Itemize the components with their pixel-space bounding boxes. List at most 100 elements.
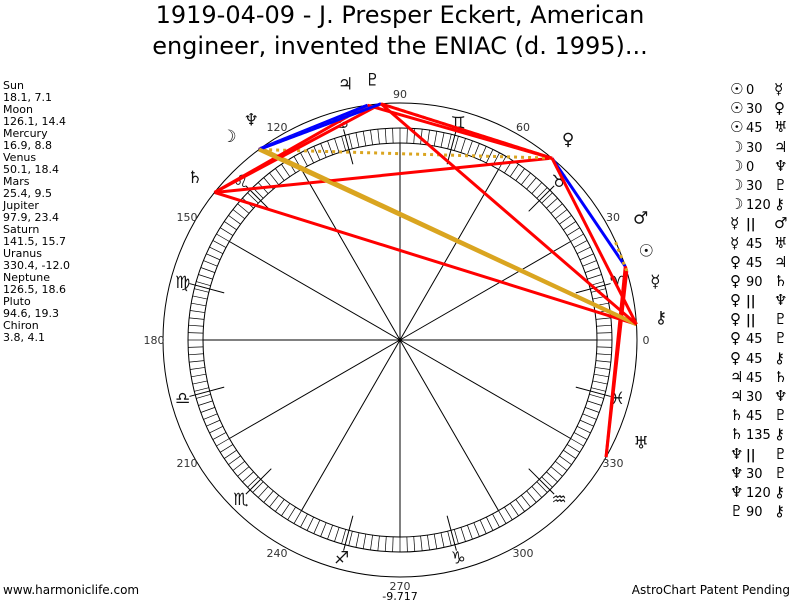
degree-label: 60 [516,121,530,134]
aspect-row: ☽ 30 ♇ [730,176,790,195]
degree-tick [541,476,553,488]
degree-tick [209,246,224,254]
mid-tick [189,386,225,397]
venus-icon: ♀ [730,310,741,329]
degree-tick [348,531,353,546]
degree-tick [320,522,327,537]
planet-position-jupiter: 97.9, 23.4 [3,211,59,224]
title-line-2: engineer, invented the ENIAC (d. 1995)..… [152,32,648,60]
aspect-line [214,191,637,326]
degree-tick [320,143,327,158]
planet-name-chiron: Chiron [3,319,39,332]
planet-position-neptune: 126.5, 18.6 [3,283,66,296]
aspect-type: 30 [746,102,763,118]
degree-tick [287,506,296,520]
degree-tick [584,267,600,273]
planet-name-mercury: Mercury [3,127,48,140]
degree-tick [467,524,473,540]
degree-tick [509,164,519,177]
house-line [301,339,401,511]
degree-tick [196,393,211,399]
degree-tick [579,419,594,427]
aspect-row: ♆ 120 ⚷ [730,483,790,502]
degree-tick [596,332,612,334]
aspect-type: || [746,217,756,233]
degree-tick [206,419,221,427]
pluto-icon: ♇ [774,444,788,463]
degree-tick [203,413,218,420]
moon-icon: ☽ [221,127,236,147]
degree-tick [521,495,531,508]
degree-tick [521,172,531,185]
saturn-icon: ♄ [774,367,788,386]
jupiter-icon: ♃ [774,252,788,271]
mid-tick [575,386,611,397]
degree-label: 90 [393,88,407,101]
chiron-icon: ⚷ [774,425,785,444]
degree-label: 150 [176,211,197,224]
degree-tick [257,486,269,498]
degree-tick [220,227,234,236]
degree-tick [591,387,606,392]
chart-title: 1919-04-09 - J. Presper Eckert, American… [100,0,700,62]
degree-tick [563,449,576,459]
degree-tick [536,187,548,199]
saturn-icon: ♄ [730,425,744,444]
aspect-row: ☉ 0 ☿ [730,80,790,99]
aspect-row: ♄ 135 ⚷ [730,425,790,444]
degree-tick [406,536,408,552]
degree-tick [212,432,227,440]
website-link[interactable]: www.harmoniclife.com [3,583,140,597]
degree-tick [194,387,209,392]
planet-position-venus: 50.1, 18.4 [3,163,59,176]
degree-tick [370,130,373,145]
degree-tick [341,529,347,544]
degree-tick [584,407,600,413]
zodiac-sign-icon: ♎ [175,389,190,409]
degree-tick [206,253,221,261]
degree-tick [504,506,513,520]
aspect-type: 45 [746,255,763,271]
aspects-list: ☉ 0 ☿ ☉ 30 ♀ ☉ 45 ♅ ☽ 30 ♃ ☽ 0 ♆ ☽ 30 ♇ ☽ 120 ⚷ ☿ || ♂ ☿ 45 ♅ ♀ 45 ♃ ♀… [730,80,790,521]
degree-tick [224,221,237,231]
degree-label: 120 [267,121,288,134]
aspect-line [604,270,629,458]
degree-tick [198,400,213,406]
aspect-row: ☽ 30 ♃ [730,138,790,157]
degree-tick [313,519,321,534]
aspect-row: ♃ 45 ♄ [730,368,790,387]
degree-tick [370,535,373,550]
degree-tick [281,503,291,516]
degree-tick [563,221,576,231]
aspect-row: ☉ 30 ♀ [730,99,790,118]
planet-position-uranus: 330.4, -12.0 [3,259,70,272]
saturn-icon: ♄ [774,271,788,290]
degree-label: 330 [603,457,624,470]
degree-tick [334,138,340,153]
degree-label: 0 [643,334,650,347]
neptune-icon: ♆ [244,110,259,130]
degree-tick [313,146,321,161]
mercury-icon: ☿ [650,272,660,292]
degree-tick [355,132,360,148]
degree-tick [473,522,480,537]
aspect-type: 45 [746,236,763,252]
degree-tick [355,532,360,548]
degree-tick [546,197,558,209]
venus-icon: ♀ [730,271,741,290]
venus-icon: ♀ [730,252,741,271]
house-line [399,339,571,439]
degree-tick [576,246,591,254]
degree-label: 180 [144,334,165,347]
degree-tick [362,533,367,549]
house-line [229,339,401,439]
mid-tick [343,129,354,165]
degree-tick [212,240,227,248]
degree-tick [486,516,494,531]
degree-tick [216,233,230,242]
degree-tick [582,260,597,267]
sun-icon: ☉ [730,99,744,118]
degree-tick [559,455,572,465]
pluto-icon: ♇ [774,175,788,194]
aspect-row: ☿ || ♂ [730,214,790,233]
